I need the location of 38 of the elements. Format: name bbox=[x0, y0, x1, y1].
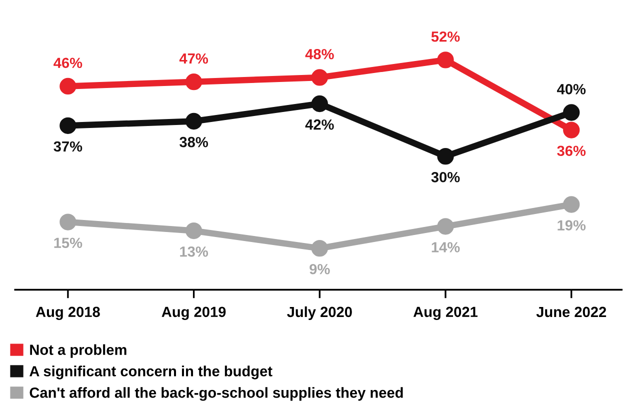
point bbox=[311, 95, 328, 112]
x-tick-label: July 2020 bbox=[287, 306, 352, 320]
data-label: 14% bbox=[432, 242, 460, 252]
point bbox=[563, 122, 580, 138]
data-label: 46% bbox=[54, 58, 82, 68]
data-label: 30% bbox=[431, 172, 460, 182]
data-label: 40% bbox=[557, 84, 586, 94]
data-label: 52% bbox=[431, 31, 460, 42]
point bbox=[60, 78, 76, 95]
data-label: 38% bbox=[180, 136, 208, 148]
data-label: 48% bbox=[305, 48, 334, 60]
point bbox=[563, 104, 580, 121]
x-tick-label: Aug 2021 bbox=[413, 306, 478, 320]
point bbox=[437, 52, 454, 68]
data-label: 19% bbox=[558, 220, 586, 230]
point bbox=[311, 240, 328, 257]
data-label: 15% bbox=[54, 238, 82, 248]
legend-label: Not a problem bbox=[30, 344, 126, 358]
legend-label: Can't afford all the back-go-school supplies they need bbox=[30, 387, 403, 401]
legend-label: A significant concern in the budget bbox=[30, 366, 272, 380]
data-label: 47% bbox=[179, 53, 208, 64]
point bbox=[437, 148, 454, 165]
point bbox=[185, 112, 202, 130]
point bbox=[437, 218, 454, 235]
x-tick-label: June 2022 bbox=[536, 306, 606, 318]
data-label: 13% bbox=[180, 246, 208, 257]
data-label: 9% bbox=[310, 264, 330, 274]
data-label: 37% bbox=[54, 141, 82, 152]
x-tick-label: Aug 2018 bbox=[36, 306, 100, 320]
point bbox=[185, 74, 202, 90]
data-label: 36% bbox=[557, 146, 586, 156]
x-tick-label: Aug 2019 bbox=[162, 306, 226, 320]
point bbox=[185, 222, 202, 240]
point bbox=[60, 214, 76, 230]
data-label: 42% bbox=[305, 119, 334, 130]
point bbox=[60, 117, 76, 134]
point bbox=[311, 69, 328, 86]
point bbox=[563, 196, 580, 213]
